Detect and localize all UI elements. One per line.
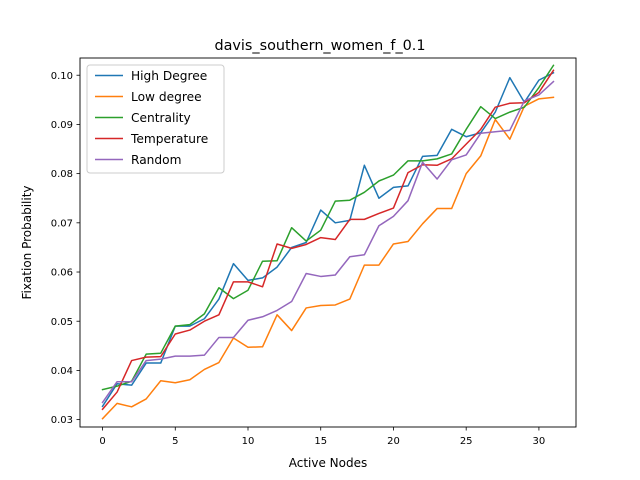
series-line-2 bbox=[101, 64, 555, 391]
y-axis-label: Fixation Probability bbox=[20, 185, 34, 299]
legend-label-2: Centrality bbox=[131, 111, 191, 125]
series-line-1 bbox=[101, 96, 555, 420]
chart-title: davis_southern_women_f_0.1 bbox=[214, 38, 425, 54]
y-tick-label: 0.09 bbox=[51, 120, 73, 131]
legend-label-3: Temperature bbox=[130, 132, 208, 146]
x-tick-label: 5 bbox=[172, 436, 178, 447]
y-tick-label: 0.07 bbox=[51, 218, 73, 229]
legend-label-4: Random bbox=[131, 153, 181, 167]
y-tick-label: 0.08 bbox=[51, 169, 73, 180]
x-axis: 0 5 10 15 20 25 30 bbox=[99, 427, 545, 447]
legend-label-1: Low degree bbox=[131, 90, 202, 104]
series-line-4 bbox=[101, 80, 555, 404]
y-tick-label: 0.05 bbox=[51, 317, 73, 328]
y-tick-label: 0.10 bbox=[51, 71, 73, 82]
x-tick-label: 0 bbox=[99, 436, 105, 447]
y-axis: 0.03 0.04 0.05 0.06 0.07 0.08 0.09 0.10 bbox=[51, 71, 80, 426]
y-tick-label: 0.03 bbox=[51, 415, 73, 426]
x-axis-label: Active Nodes bbox=[289, 456, 368, 470]
x-tick-label: 25 bbox=[460, 436, 473, 447]
x-tick-label: 30 bbox=[533, 436, 546, 447]
legend: High Degree Low degree Centrality Temperatu… bbox=[86, 64, 225, 174]
y-tick-label: 0.04 bbox=[51, 366, 73, 377]
y-tick-label: 0.06 bbox=[51, 268, 73, 279]
x-tick-label: 15 bbox=[314, 436, 327, 447]
legend-box bbox=[86, 64, 225, 174]
plot-lines bbox=[101, 64, 555, 420]
plot-frame bbox=[79, 57, 577, 428]
x-tick-label: 10 bbox=[242, 436, 255, 447]
series-line-3 bbox=[101, 69, 555, 411]
legend-label-0: High Degree bbox=[131, 69, 207, 83]
x-tick-label: 20 bbox=[387, 436, 400, 447]
